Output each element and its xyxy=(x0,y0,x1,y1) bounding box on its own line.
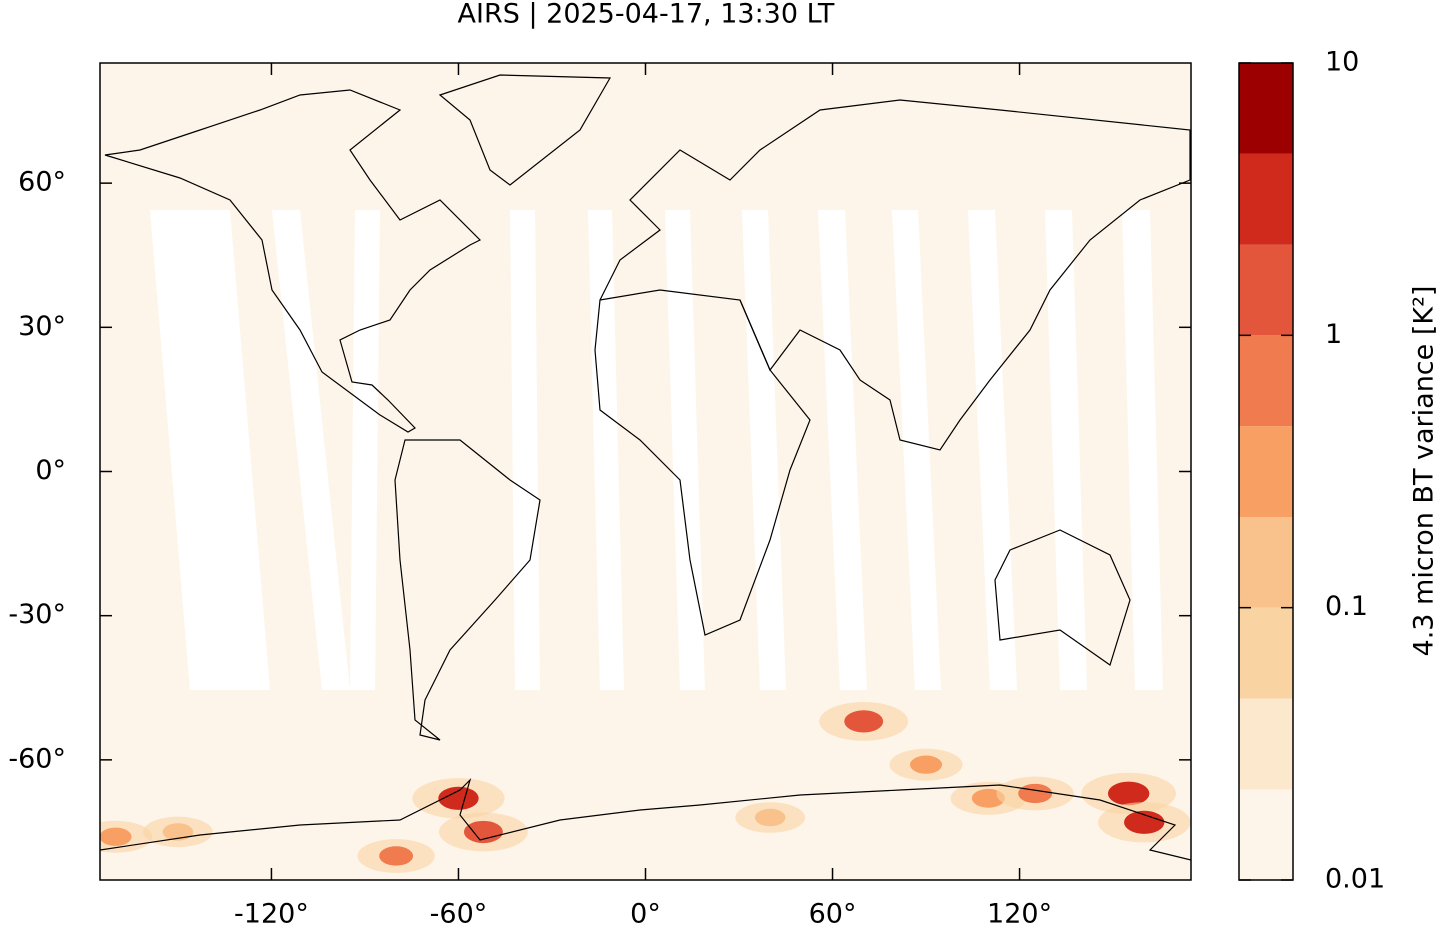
hotspot xyxy=(1124,810,1165,834)
coast-south-america xyxy=(394,439,541,741)
x-tick-label: -60° xyxy=(430,899,488,930)
swath-gap xyxy=(968,210,1017,690)
swath-gap xyxy=(510,210,540,690)
colorbar-band xyxy=(1239,789,1293,880)
coastlines xyxy=(100,74,1191,861)
colorbar-tick-label: 0.1 xyxy=(1325,591,1368,622)
swath-gap xyxy=(892,210,941,690)
swath-gap xyxy=(665,210,705,690)
swath-gap xyxy=(818,210,867,690)
x-tick-label: -120° xyxy=(234,899,309,930)
x-tick-label: 120° xyxy=(987,899,1052,930)
hotspot xyxy=(910,755,943,774)
coast-australia xyxy=(994,529,1131,666)
swath-gap xyxy=(150,210,270,690)
coast-eurasia xyxy=(599,99,1191,451)
colorbar-band xyxy=(1239,517,1293,608)
swath-gap xyxy=(1045,210,1087,690)
colorbar-tick-label: 10 xyxy=(1325,47,1359,78)
colorbar-band xyxy=(1239,426,1293,518)
hotspot xyxy=(1107,781,1150,806)
colorbar-tick-label: 0.01 xyxy=(1325,864,1385,895)
x-tick-label: 0° xyxy=(630,899,661,930)
coast-north-america xyxy=(104,89,482,433)
colorbar-band xyxy=(1239,698,1293,790)
hotspot xyxy=(754,808,786,827)
colorbar-band xyxy=(1239,607,1293,699)
hotspot xyxy=(100,827,132,846)
y-tick-label: -60° xyxy=(8,743,66,774)
colorbar-band xyxy=(1239,244,1293,336)
colorbar-label: 4.3 micron BT variance [K²] xyxy=(1409,286,1440,657)
y-tick-label: 0° xyxy=(35,455,66,486)
hotspot xyxy=(162,823,194,841)
hotspot xyxy=(438,786,479,810)
colorbar-frame xyxy=(1238,62,1294,881)
chart-title: AIRS | 2025-04-17, 13:30 LT xyxy=(458,0,835,30)
swath-gap xyxy=(350,210,380,690)
swath-gaps xyxy=(150,210,1163,690)
swath-gap xyxy=(272,210,350,690)
hotspot xyxy=(379,846,414,866)
hotspot xyxy=(844,710,884,733)
swath-gap xyxy=(1122,210,1163,690)
colorbar-band xyxy=(1239,335,1293,427)
colorbar-band xyxy=(1239,153,1293,245)
map-background xyxy=(100,63,1191,880)
coast-greenland xyxy=(438,74,612,186)
hotspot xyxy=(1018,783,1053,804)
colorbar-tick-label: 1 xyxy=(1325,319,1342,350)
colorbar-band xyxy=(1239,63,1293,154)
y-tick-label: -30° xyxy=(8,599,66,630)
coast-antarctica xyxy=(100,777,1191,861)
hotspot xyxy=(463,820,503,844)
x-tick-label: 60° xyxy=(809,899,857,930)
y-tick-label: 30° xyxy=(18,311,66,342)
y-tick-label: 60° xyxy=(18,167,66,198)
